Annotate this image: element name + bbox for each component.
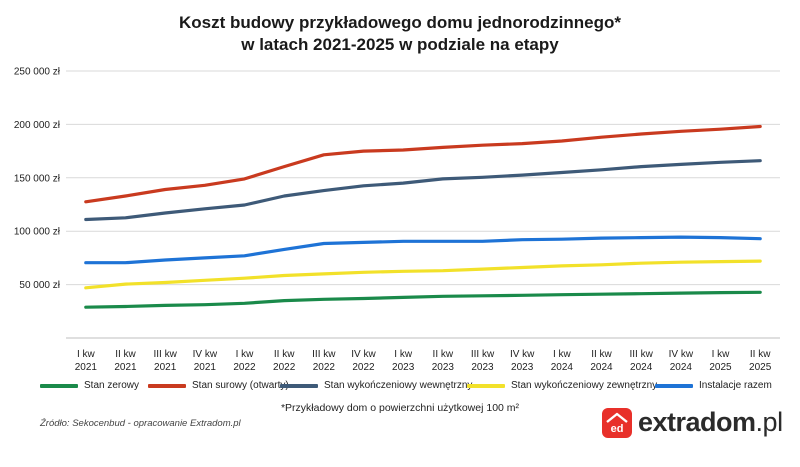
extradom-logo: ed extradom.pl (602, 407, 783, 438)
legend-item: Instalacje razem (655, 380, 772, 391)
legend-item: Stan wykończeniowy zewnętrzny (467, 380, 657, 391)
legend-item: Stan wykończeniowy wewnętrzny (280, 380, 472, 391)
x-tick-label: II kw 2024 (590, 349, 613, 373)
x-tick-label: II kw 2023 (432, 349, 455, 373)
x-tick-label: I kw 2021 (75, 349, 98, 373)
legend-item: Stan zerowy (40, 380, 139, 391)
x-tick-label: I kw 2023 (392, 349, 415, 373)
source-note: Źródło: Sekocenbud - opracowanie Extrado… (40, 418, 241, 429)
logo-mark-text: ed (611, 423, 624, 435)
chart-title-line-1: Koszt budowy przykładowego domu jednorod… (179, 13, 621, 32)
legend-label: Stan wykończeniowy wewnętrzny (324, 380, 473, 391)
x-tick-label: II kw 2022 (273, 349, 296, 373)
legend-label: Stan zerowy (84, 380, 140, 391)
chart-title-line-2: w latach 2021-2025 w podziale na etapy (241, 35, 559, 54)
legend-label: Stan wykończeniowy zewnętrzny (511, 380, 658, 391)
footnote: *Przykładowy dom o powierzchni użytkowej… (280, 402, 520, 414)
x-tick-label: I kw 2022 (233, 349, 256, 373)
line-chart: 50 000 zł 100 000 zł 150 000 zł 200 000 zł 2… (14, 67, 780, 373)
legend-swatch (40, 383, 78, 388)
legend-item: Stan surowy (otwarty) (148, 380, 289, 391)
y-tick-label: 200 000 zł (14, 120, 61, 131)
legend-label: Stan surowy (otwarty) (192, 380, 289, 391)
chart-title: Koszt budowy przykładowego domu jednorod… (0, 12, 800, 56)
legend-swatch (280, 383, 318, 388)
legend-swatch (655, 383, 693, 388)
legend-label: Instalacje razem (699, 380, 772, 391)
series-line-1 (84, 290, 762, 309)
series-line-3 (84, 159, 762, 222)
legend-swatch (467, 383, 505, 388)
y-tick-label: 50 000 zł (19, 280, 60, 291)
x-tick-label: IV kw 2024 (669, 349, 694, 373)
x-tick-label: I kw 2025 (709, 349, 732, 373)
x-tick-label: IV kw 2021 (193, 349, 218, 373)
legend: Stan zerowy Stan surowy (otwarty) Stan wyk… (0, 380, 800, 400)
x-tick-label: I kw 2024 (551, 349, 574, 373)
logo-house-icon: ed (602, 407, 632, 438)
series-line-2 (84, 124, 762, 204)
y-tick-label: 250 000 zł (14, 67, 61, 78)
x-tick-label: III kw 2022 (312, 349, 336, 373)
series-line-5 (84, 235, 762, 265)
logo-text: extradom.pl (638, 407, 783, 438)
x-tick-label: III kw 2021 (153, 349, 177, 373)
series-line-4 (84, 259, 762, 290)
y-tick-label: 100 000 zł (14, 227, 61, 238)
x-tick-label: IV kw 2022 (351, 349, 376, 373)
x-tick-label: IV kw 2023 (510, 349, 535, 373)
x-tick-label: III kw 2024 (629, 349, 653, 373)
x-tick-label: II kw 2021 (114, 349, 137, 373)
legend-swatch (148, 383, 186, 388)
x-tick-label: II kw 2025 (749, 349, 772, 373)
logo-name: extradom (638, 407, 756, 437)
y-tick-label: 150 000 zł (14, 173, 61, 184)
x-tick-label: III kw 2023 (471, 349, 495, 373)
logo-tld: .pl (755, 407, 784, 437)
